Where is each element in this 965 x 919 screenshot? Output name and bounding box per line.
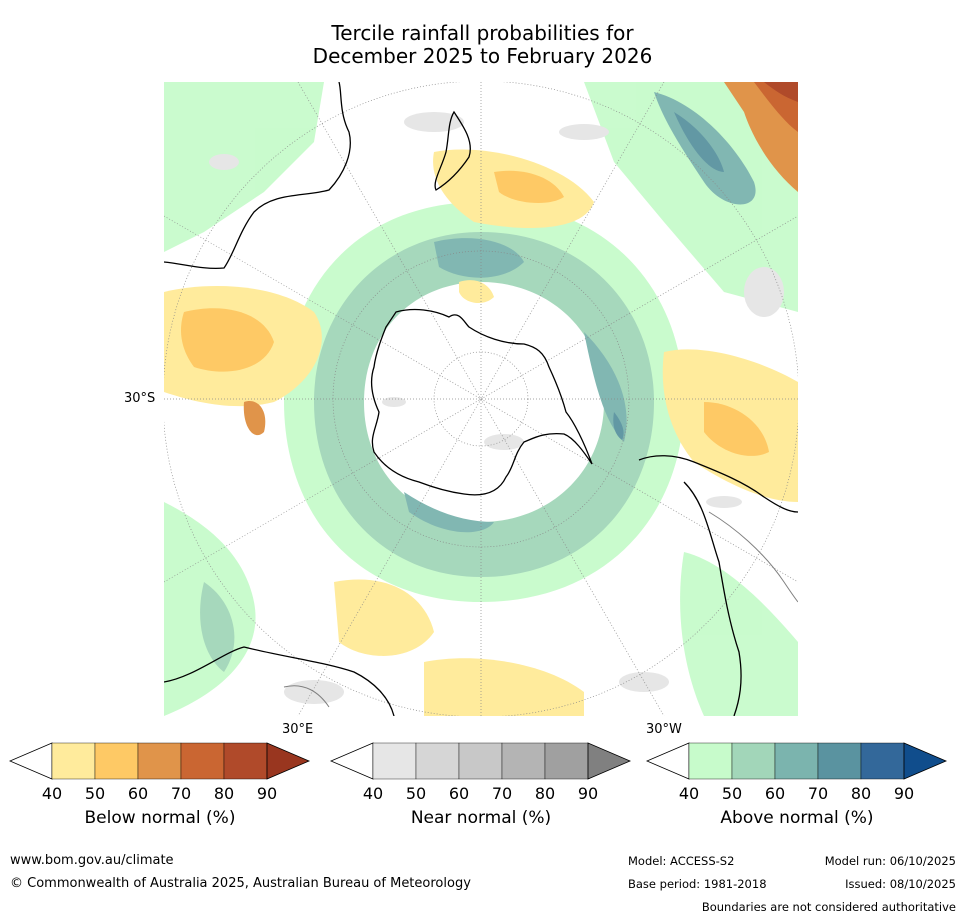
map-svg <box>164 82 798 716</box>
new-zealand-coastline <box>434 110 471 191</box>
longitude-label-30e: 30°E <box>282 722 314 737</box>
above-tick-label: 50 <box>722 784 742 803</box>
above-segment <box>688 742 733 780</box>
above-tick-label: 90 <box>894 784 914 803</box>
near-tick-label: 60 <box>449 784 469 803</box>
south-america-coastline <box>638 455 798 716</box>
below-tick-label: 70 <box>171 784 191 803</box>
australia-coastline <box>164 82 351 270</box>
near-tick-label: 40 <box>363 784 383 803</box>
footer-model: Model: ACCESS-S2 <box>628 854 735 868</box>
near-tick-label: 50 <box>406 784 426 803</box>
footer-url: www.bom.gov.au/climate <box>10 853 174 868</box>
polar-map <box>164 82 798 716</box>
above-tick-label: 60 <box>765 784 785 803</box>
below-normal-shading <box>164 82 798 716</box>
below-segment <box>94 742 139 780</box>
near-tick-label: 80 <box>535 784 555 803</box>
footer-disclaimer: Boundaries are not considered authoritat… <box>701 900 956 914</box>
below-segment <box>51 742 96 780</box>
below-tick-label: 40 <box>42 784 62 803</box>
above-segment <box>860 742 905 780</box>
near-segment <box>544 742 589 780</box>
near-segment <box>501 742 546 780</box>
latitude-label-30s: 30°S <box>124 391 156 406</box>
above-segment <box>774 742 819 780</box>
near-segment <box>458 742 503 780</box>
near-tick-label: 70 <box>492 784 512 803</box>
below-tick-label: 60 <box>128 784 148 803</box>
below-segment <box>180 742 225 780</box>
below-tick-label: 90 <box>257 784 277 803</box>
near-extend-low <box>329 742 374 780</box>
below-extend-low <box>8 742 53 780</box>
colorbar-below-title: Below normal (%) <box>84 808 236 828</box>
colorbar-above-title: Above normal (%) <box>720 808 874 828</box>
below-tick-label: 80 <box>214 784 234 803</box>
below-segment <box>223 742 268 780</box>
above-tick-label: 40 <box>679 784 699 803</box>
graticule <box>164 82 798 716</box>
colorbar-above-svg: 40 50 60 70 80 90 <box>645 742 948 803</box>
map-title: Tercile rainfall probabilities for Decem… <box>0 22 965 68</box>
above-segment <box>817 742 862 780</box>
footer-copyright: © Commonwealth of Australia 2025, Austra… <box>10 876 471 891</box>
antarctica-coastline <box>370 308 593 496</box>
near-extend-high <box>587 742 632 780</box>
below-tick-label: 50 <box>85 784 105 803</box>
footer-issued: Issued: 08/10/2025 <box>845 877 956 891</box>
colorbar-above-normal: 40 50 60 70 80 90 <box>645 742 948 807</box>
africa-coastline <box>164 646 395 716</box>
colorbar-below-normal: 40 50 60 70 80 90 <box>8 742 311 807</box>
title-line-1: Tercile rainfall probabilities for <box>331 21 634 45</box>
colorbar-near-svg: 40 50 60 70 80 90 <box>329 742 632 803</box>
above-tick-label: 80 <box>851 784 871 803</box>
above-extend-high <box>903 742 948 780</box>
longitude-label-30w: 30°W <box>646 722 682 737</box>
below-segment <box>137 742 182 780</box>
colorbar-below-svg: 40 50 60 70 80 90 <box>8 742 311 803</box>
above-extend-low <box>645 742 690 780</box>
footer-base-period: Base period: 1981-2018 <box>628 877 767 891</box>
colorbar-near-normal: 40 50 60 70 80 90 <box>329 742 632 807</box>
near-segment <box>372 742 417 780</box>
coastlines <box>164 82 798 716</box>
above-tick-label: 70 <box>808 784 828 803</box>
near-segment <box>415 742 460 780</box>
above-normal-shading <box>164 82 798 716</box>
near-tick-label: 90 <box>578 784 598 803</box>
footer-model-run: Model run: 06/10/2025 <box>824 854 956 868</box>
above-segment <box>731 742 776 780</box>
title-line-2: December 2025 to February 2026 <box>312 44 653 68</box>
country-borders <box>283 511 798 708</box>
below-extend-high <box>266 742 311 780</box>
colorbar-near-title: Near normal (%) <box>410 808 552 828</box>
